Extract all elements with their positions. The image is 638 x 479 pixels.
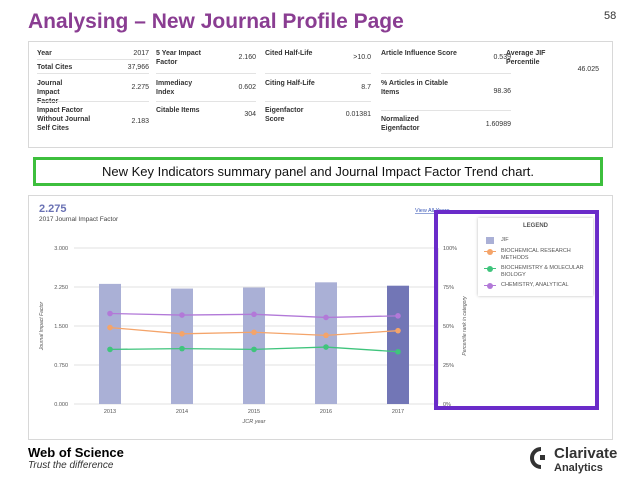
x-tick-label: 2013 (104, 409, 116, 415)
x-tick-label: 2016 (320, 409, 332, 415)
metric-value: 46.025 (577, 66, 599, 73)
company-subtitle: Analytics (554, 462, 603, 474)
legend-item-biochemical-research-methods[interactable]: BIOCHEMICAL RESEARCH METHODS (484, 248, 586, 262)
metric-value: 8.7 (361, 84, 371, 91)
page-number: 58 (604, 10, 617, 22)
metric-value: 304 (244, 111, 256, 118)
chart-legend: LEGEND JIF BIOCHEMICAL RESEARCH METHODS … (478, 218, 593, 296)
metric-label: Eigenfactor Score (265, 107, 304, 123)
caption-text: New Key Indicators summary panel and Jou… (101, 164, 535, 179)
percentile-point (107, 310, 113, 317)
percentile-point (323, 344, 329, 350)
legend-title: LEGEND (522, 223, 548, 229)
key-indicators-panel: Year 2017 Total Cites 37,966 Journal Imp… (28, 41, 613, 148)
metric-label: 5 Year Impact Factor (156, 50, 202, 66)
x-tick-label: 2015 (248, 409, 260, 415)
y2-tick-label: 50% (443, 324, 454, 330)
jif-bar-swatch (484, 237, 496, 244)
green-line-marker (484, 265, 496, 272)
percentile-point (107, 324, 113, 331)
percentile-point (179, 331, 185, 337)
metric-value: 37,966 (127, 64, 149, 71)
percentile-point (323, 332, 329, 339)
percentile-point (251, 329, 257, 336)
metric-label: Citing Half-Life (265, 80, 315, 87)
percentile-point (251, 311, 257, 318)
y2-axis-label: Percentile rank in category (462, 296, 468, 356)
x-tick-label: 2014 (176, 409, 188, 415)
percentile-point (179, 312, 185, 318)
y2-tick-label: 0% (443, 402, 451, 408)
percentile-point (395, 327, 401, 334)
percentile-point (107, 346, 113, 353)
metric-label: Total Cites (37, 64, 73, 71)
jif-bar (387, 285, 409, 404)
metric-label: Citable Items (156, 107, 200, 114)
metric-label: Article Influence Score (381, 50, 457, 57)
jif-value: 2.275 (39, 203, 67, 215)
jif-bar (243, 287, 265, 404)
metric-value: 98.36 (493, 88, 511, 95)
y2-tick-label: 25% (443, 363, 454, 369)
percentile-point (179, 345, 185, 352)
x-axis-label: JCR year (242, 419, 267, 425)
metric-label: Cited Half-Life (265, 50, 313, 57)
caption-banner: New Key Indicators summary panel and Jou… (33, 157, 603, 186)
metric-value: 2.183 (131, 118, 149, 125)
y-tick-label: 0.000 (54, 402, 68, 408)
y2-tick-label: 75% (443, 285, 454, 291)
slide-title: Analysing – New Journal Profile Page (28, 10, 404, 33)
legend-item-chemistry-analytical[interactable]: CHEMISTRY, ANALYTICAL (484, 282, 586, 289)
percentile-point (323, 314, 329, 321)
y-tick-label: 0.750 (54, 363, 68, 369)
metric-value: 0.602 (238, 84, 256, 91)
y2-tick-label: 100% (443, 246, 457, 252)
y-tick-label: 1.500 (54, 324, 68, 330)
y-tick-label: 3.000 (54, 246, 68, 252)
metric-label: Average JIF Percentile (506, 50, 546, 66)
web-of-science-brand: Web of Science (28, 445, 124, 460)
jif-trend-chart: 2.275 2017 Journal Impact Factor View Al… (39, 203, 468, 425)
metric-value: >10.0 (353, 54, 371, 61)
metric-value: 0.539 (493, 54, 511, 61)
legend-label: JIF (501, 237, 509, 243)
metric-label: Immediacy Index (156, 80, 193, 96)
jif-subtitle: 2017 Journal Impact Factor (39, 216, 119, 223)
metric-label: Normalized Eigenfactor (381, 116, 420, 132)
metric-label: % Articles in Citable Items (381, 80, 449, 96)
company-name: Clarivate (554, 445, 618, 462)
legend-item-biochemistry-molecular-biology[interactable]: BIOCHEMISTRY & MOLECULAR BIOLOGY (484, 265, 586, 279)
view-all-years-link[interactable]: View All Years (415, 208, 450, 214)
legend-highlight-box (434, 210, 599, 410)
legend-label: BIOCHEMICAL RESEARCH METHODS (501, 248, 571, 261)
clarivate-logo-icon (530, 447, 545, 469)
metric-value: 0.01381 (345, 111, 371, 118)
orange-line-marker (484, 248, 496, 255)
percentile-point (251, 346, 257, 353)
percentile-point (395, 313, 401, 319)
y-tick-label: 2.250 (54, 285, 68, 291)
legend-label: CHEMISTRY, ANALYTICAL (501, 282, 569, 288)
metric-value: 1.60989 (485, 121, 511, 128)
jif-bar (315, 282, 337, 404)
x-tick-label: 2017 (392, 409, 404, 415)
legend-label: BIOCHEMISTRY & MOLECULAR BIOLOGY (501, 265, 584, 278)
metric-label: Year (37, 50, 52, 57)
metric-value: 2.160 (238, 54, 256, 61)
percentile-point (395, 348, 401, 355)
jif-bar (99, 283, 121, 404)
metric-value: 2.275 (131, 84, 149, 91)
y-axis-label: Journal Impact Factor (39, 301, 45, 351)
purple-line-marker (484, 282, 496, 289)
brand-tagline: Trust the difference (28, 460, 114, 471)
metric-label: Impact Factor Without Journal Self Cites (37, 107, 91, 132)
legend-item-jif[interactable]: JIF (484, 237, 586, 244)
metric-value: 2017 (133, 50, 149, 57)
